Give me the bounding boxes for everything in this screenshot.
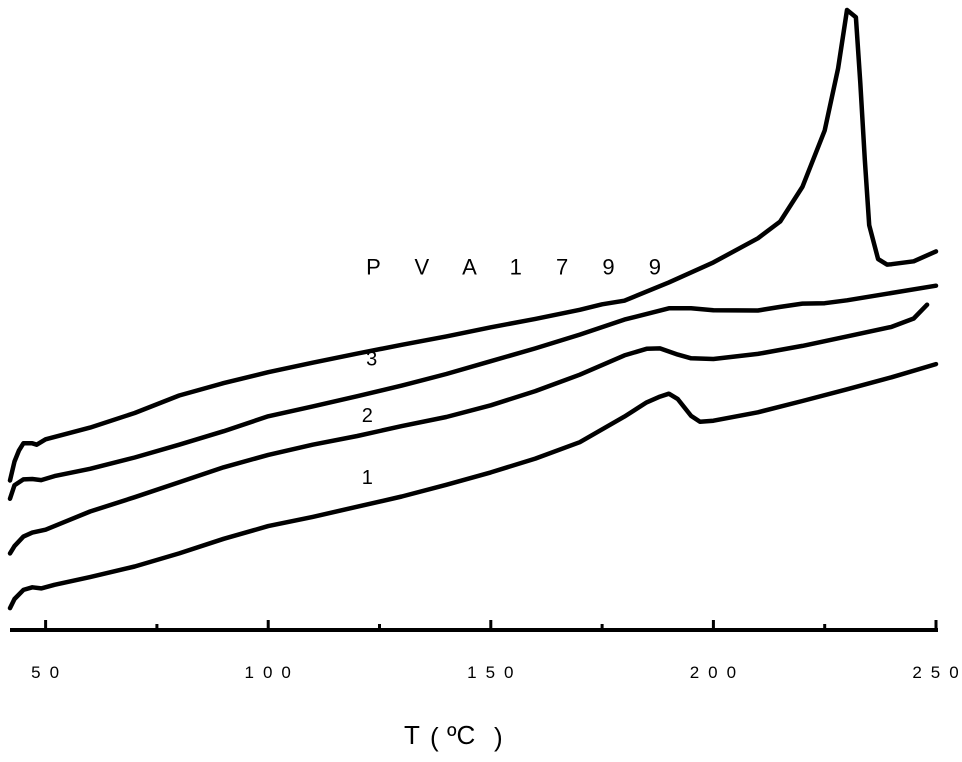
x-axis-title: T ( ºC ) xyxy=(404,720,503,752)
x-tick-label-150: 150 xyxy=(467,663,522,682)
x-tick-label-50: 50 xyxy=(31,663,68,682)
series-line-1 xyxy=(7,361,939,611)
curve-label-3: 3 xyxy=(366,349,377,371)
curve-label-2: 2 xyxy=(362,405,373,427)
x-tick-label-250: 250 xyxy=(912,663,962,682)
x-axis-title-unit: ºC xyxy=(447,720,475,750)
x-axis-title-close-paren: ) xyxy=(494,722,503,752)
x-axis: 50 100 150 200 250 xyxy=(10,620,962,682)
curve-label-1: 1 xyxy=(362,467,373,489)
x-axis-title-symbol: T xyxy=(404,720,420,750)
x-axis-tick-labels: 50 100 150 200 250 xyxy=(31,663,962,682)
x-axis-ticks xyxy=(44,620,938,630)
series-line-pva-1799 xyxy=(7,7,939,483)
series-line-2 xyxy=(7,302,930,556)
curves-group xyxy=(7,7,939,611)
curve-label-pva-1799: P V A 1 7 9 9 xyxy=(366,254,675,279)
x-tick-label-200: 200 xyxy=(690,663,745,682)
x-tick-label-100: 100 xyxy=(245,663,300,682)
curve-labels: 1 2 3 P V A 1 7 9 9 xyxy=(362,254,675,489)
x-axis-title-open-paren: ( xyxy=(430,722,439,752)
series-line-3 xyxy=(7,283,939,501)
